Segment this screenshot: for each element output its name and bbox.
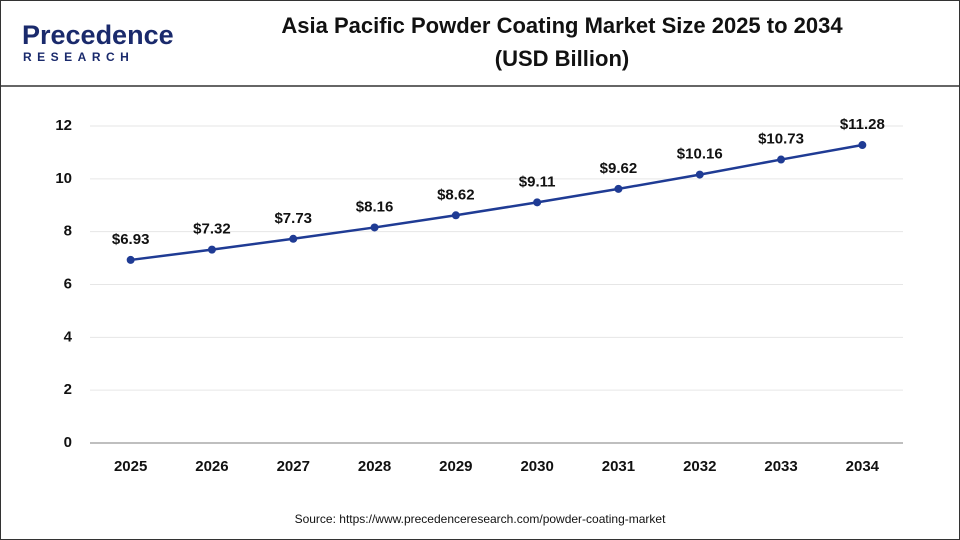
source-note: Source: https://www.precedenceresearch.c… <box>295 512 667 526</box>
data-label: $8.16 <box>356 198 394 215</box>
data-label: $7.32 <box>193 221 231 238</box>
data-label: $9.11 <box>519 173 556 190</box>
chart-subtitle: (USD Billion) <box>495 46 629 71</box>
data-point <box>207 245 216 254</box>
data-label: $6.93 <box>112 231 150 248</box>
x-tick-label: 2034 <box>846 458 880 475</box>
data-point <box>126 255 135 264</box>
data-label: $11.28 <box>840 116 885 133</box>
data-point <box>370 223 379 232</box>
data-point <box>451 211 460 220</box>
x-tick-label: 2028 <box>358 458 391 475</box>
data-label: $10.16 <box>677 146 723 163</box>
data-label: $7.73 <box>274 210 312 227</box>
x-tick-label: 2033 <box>764 458 797 475</box>
logo-tagline: RESEARCH <box>23 50 134 64</box>
data-label: $9.62 <box>600 160 638 177</box>
data-label: $8.62 <box>437 186 475 203</box>
data-point <box>695 170 704 179</box>
x-tick-label: 2027 <box>277 458 310 475</box>
y-tick-label: 12 <box>55 117 72 134</box>
x-tick-label: 2029 <box>439 458 472 475</box>
y-tick-label: 10 <box>55 170 72 187</box>
data-point <box>777 155 786 164</box>
y-tick-label: 0 <box>64 434 72 451</box>
y-tick-label: 2 <box>64 381 72 398</box>
x-tick-label: 2031 <box>602 458 635 475</box>
data-label: $10.73 <box>758 131 804 148</box>
data-point <box>858 141 867 150</box>
y-tick-label: 8 <box>64 223 72 240</box>
data-point <box>533 198 542 207</box>
y-tick-label: 4 <box>64 328 73 345</box>
data-line <box>130 143 863 262</box>
data-point <box>289 234 298 243</box>
x-tick-label: 2025 <box>114 458 147 475</box>
x-tick-label: 2026 <box>195 458 228 475</box>
data-point <box>614 184 623 193</box>
x-tick-label: 2030 <box>520 458 553 475</box>
x-tick-label: 2032 <box>683 458 716 475</box>
y-tick-label: 6 <box>64 275 72 292</box>
logo-name: Precedence <box>22 20 174 50</box>
chart-title: Asia Pacific Powder Coating Market Size … <box>281 13 843 38</box>
